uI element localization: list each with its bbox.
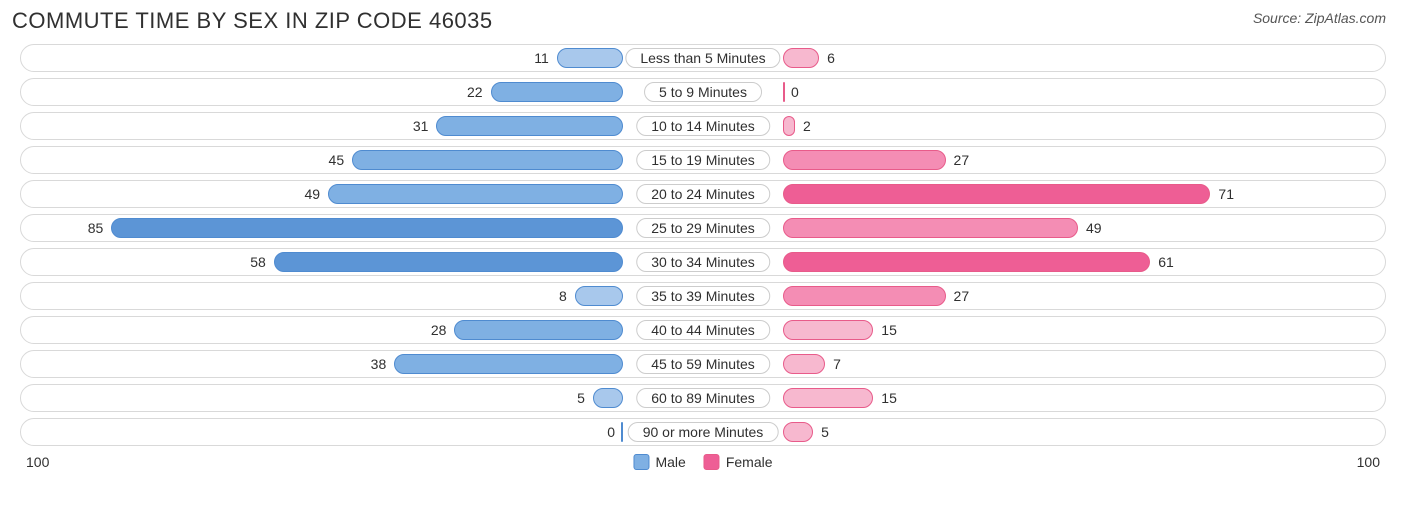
female-bar — [783, 388, 873, 408]
female-bar — [783, 184, 1210, 204]
chart-footer: 100 Male Female 100 — [0, 452, 1406, 476]
category-label: 60 to 89 Minutes — [636, 388, 770, 408]
chart-row: 31 2 10 to 14 Minutes — [20, 112, 1386, 140]
female-bar — [783, 354, 825, 374]
male-bar — [621, 422, 623, 442]
legend-label-male: Male — [655, 454, 685, 470]
category-label: Less than 5 Minutes — [625, 48, 780, 68]
female-value-label: 0 — [791, 79, 799, 105]
female-value-label: 61 — [1158, 249, 1174, 275]
chart-row: 22 0 5 to 9 Minutes — [20, 78, 1386, 106]
chart-row: 85 49 25 to 29 Minutes — [20, 214, 1386, 242]
chart-row: 49 71 20 to 24 Minutes — [20, 180, 1386, 208]
female-bar — [783, 150, 946, 170]
male-bar — [394, 354, 623, 374]
female-bar — [783, 422, 813, 442]
chart-row: 28 15 40 to 44 Minutes — [20, 316, 1386, 344]
chart-header: COMMUTE TIME BY SEX IN ZIP CODE 46035 So… — [0, 0, 1406, 38]
category-label: 5 to 9 Minutes — [644, 82, 762, 102]
male-bar — [328, 184, 623, 204]
male-value-label: 22 — [467, 79, 483, 105]
female-bar — [783, 286, 946, 306]
male-bar — [593, 388, 623, 408]
female-value-label: 6 — [827, 45, 835, 71]
female-value-label: 15 — [881, 385, 897, 411]
category-label: 25 to 29 Minutes — [636, 218, 770, 238]
male-value-label: 58 — [250, 249, 266, 275]
male-value-label: 5 — [577, 385, 585, 411]
female-value-label: 49 — [1086, 215, 1102, 241]
male-value-label: 38 — [371, 351, 387, 377]
male-bar — [274, 252, 623, 272]
axis-max-right: 100 — [1357, 454, 1380, 470]
female-value-label: 27 — [954, 283, 970, 309]
category-label: 20 to 24 Minutes — [636, 184, 770, 204]
category-label: 10 to 14 Minutes — [636, 116, 770, 136]
female-bar — [783, 320, 873, 340]
female-value-label: 15 — [881, 317, 897, 343]
female-bar — [783, 218, 1078, 238]
legend-item-male: Male — [633, 454, 685, 470]
male-value-label: 28 — [431, 317, 447, 343]
female-value-label: 2 — [803, 113, 811, 139]
female-bar — [783, 48, 819, 68]
category-label: 30 to 34 Minutes — [636, 252, 770, 272]
male-value-label: 31 — [413, 113, 429, 139]
category-label: 40 to 44 Minutes — [636, 320, 770, 340]
category-label: 15 to 19 Minutes — [636, 150, 770, 170]
female-bar — [783, 252, 1150, 272]
chart-row: 38 7 45 to 59 Minutes — [20, 350, 1386, 378]
male-swatch-icon — [633, 454, 649, 470]
chart-area: 11 6 Less than 5 Minutes 22 0 5 to 9 Minutes 3… — [0, 38, 1406, 446]
category-label: 90 or more Minutes — [628, 422, 779, 442]
legend-label-female: Female — [726, 454, 773, 470]
chart-row: 0 5 90 or more Minutes — [20, 418, 1386, 446]
legend-item-female: Female — [704, 454, 773, 470]
female-bar — [783, 116, 795, 136]
male-bar — [111, 218, 623, 238]
female-value-label: 7 — [833, 351, 841, 377]
chart-title: COMMUTE TIME BY SEX IN ZIP CODE 46035 — [12, 8, 493, 34]
chart-row: 5 15 60 to 89 Minutes — [20, 384, 1386, 412]
category-label: 35 to 39 Minutes — [636, 286, 770, 306]
male-value-label: 11 — [534, 45, 549, 71]
female-swatch-icon — [704, 454, 720, 470]
female-value-label: 27 — [954, 147, 970, 173]
legend: Male Female — [633, 454, 772, 470]
male-value-label: 45 — [329, 147, 345, 173]
male-bar — [557, 48, 623, 68]
male-bar — [436, 116, 623, 136]
female-value-label: 5 — [821, 419, 829, 445]
chart-source: Source: ZipAtlas.com — [1253, 8, 1386, 26]
chart-row: 8 27 35 to 39 Minutes — [20, 282, 1386, 310]
male-bar — [491, 82, 623, 102]
chart-row: 45 27 15 to 19 Minutes — [20, 146, 1386, 174]
chart-row: 58 61 30 to 34 Minutes — [20, 248, 1386, 276]
male-value-label: 85 — [88, 215, 104, 241]
chart-row: 11 6 Less than 5 Minutes — [20, 44, 1386, 72]
male-bar — [575, 286, 623, 306]
male-value-label: 49 — [304, 181, 320, 207]
male-bar — [454, 320, 623, 340]
male-bar — [352, 150, 623, 170]
axis-max-left: 100 — [26, 454, 49, 470]
female-bar — [783, 82, 785, 102]
category-label: 45 to 59 Minutes — [636, 354, 770, 374]
male-value-label: 8 — [559, 283, 567, 309]
male-value-label: 0 — [607, 419, 615, 445]
female-value-label: 71 — [1218, 181, 1234, 207]
